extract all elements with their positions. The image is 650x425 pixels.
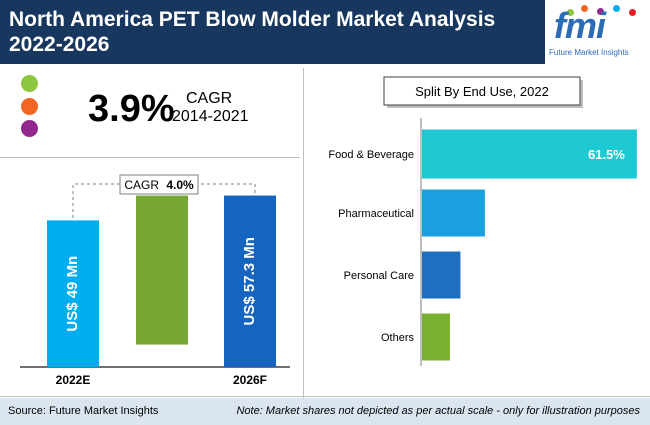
logo-dot-2 — [581, 5, 588, 12]
bar-value-label: US$ 49 Mn — [64, 256, 81, 332]
legend-dot-orange — [21, 98, 38, 115]
bar-others — [422, 313, 450, 361]
cagr-callout-label: CAGR — [124, 178, 159, 192]
footer-bar: Source: Future Market Insights Note: Mar… — [0, 398, 650, 425]
section-divider — [0, 157, 300, 158]
cagr-label: CAGR — [186, 90, 233, 107]
bar-2026F — [224, 195, 276, 367]
cagr-value: 3.9% — [88, 88, 175, 130]
split-title: Split By End Use, 2022 — [415, 84, 549, 99]
cagr-period: 2014-2021 — [172, 108, 249, 125]
page-title: North America PET Blow Molder Market Ana… — [9, 8, 496, 56]
end-use-split-chart: Split By End Use, 2022 Food & Beverage 61… — [328, 76, 637, 366]
end-use-bars: Food & Beverage 61.5% Pharmaceutical Person… — [328, 129, 637, 361]
bar-personal-care — [422, 251, 461, 299]
footer-divider — [0, 396, 650, 397]
bar-value-label: 61.5% — [588, 147, 625, 162]
cagr-callout-text: CAGR 4.0% — [124, 178, 194, 192]
bar-value-label: US$ 57.3 Mn — [241, 237, 258, 325]
category-label: Others — [381, 332, 415, 344]
increment-block — [136, 195, 188, 345]
category-label: Food & Beverage — [328, 149, 414, 161]
cagr-callout-box — [119, 174, 199, 195]
x-tick-label: 2022E — [56, 373, 91, 387]
bar-food-beverage — [422, 129, 637, 179]
legend-dot-purple — [21, 120, 38, 137]
footer-source: Source: Future Market Insights — [8, 405, 159, 417]
market-size-bars: US$ 49 Mn 2022E US$ 57.3 Mn 2026F — [47, 195, 276, 387]
logo-dot-4 — [613, 5, 620, 12]
logo-dot-3 — [597, 8, 604, 15]
cagr-callout-value: 4.0% — [166, 178, 194, 192]
x-tick-label: 2026F — [233, 373, 267, 387]
category-label: Personal Care — [344, 270, 414, 282]
bar-2022E — [47, 220, 99, 367]
logo-subtitle: Future Market Insights — [549, 48, 629, 57]
split-title-box — [383, 76, 581, 106]
vertical-divider — [303, 68, 304, 398]
category-label: Pharmaceutical — [338, 208, 414, 220]
fmi-logo: fmi Future Market Insights — [545, 0, 650, 64]
legend-dot-green — [21, 75, 38, 92]
logo-wordmark: fmi — [554, 5, 606, 46]
market-size-chart: CAGR 4.0% US$ 49 Mn 2022E US$ 57.3 Mn 2026F — [20, 174, 290, 387]
logo-dot-1 — [567, 9, 574, 16]
bar-pharmaceutical — [422, 189, 485, 237]
logo-dot-5 — [629, 9, 636, 16]
footer-note: Note: Market shares not depicted as per … — [236, 405, 640, 417]
header-banner: North America PET Blow Molder Market Ana… — [0, 0, 650, 64]
